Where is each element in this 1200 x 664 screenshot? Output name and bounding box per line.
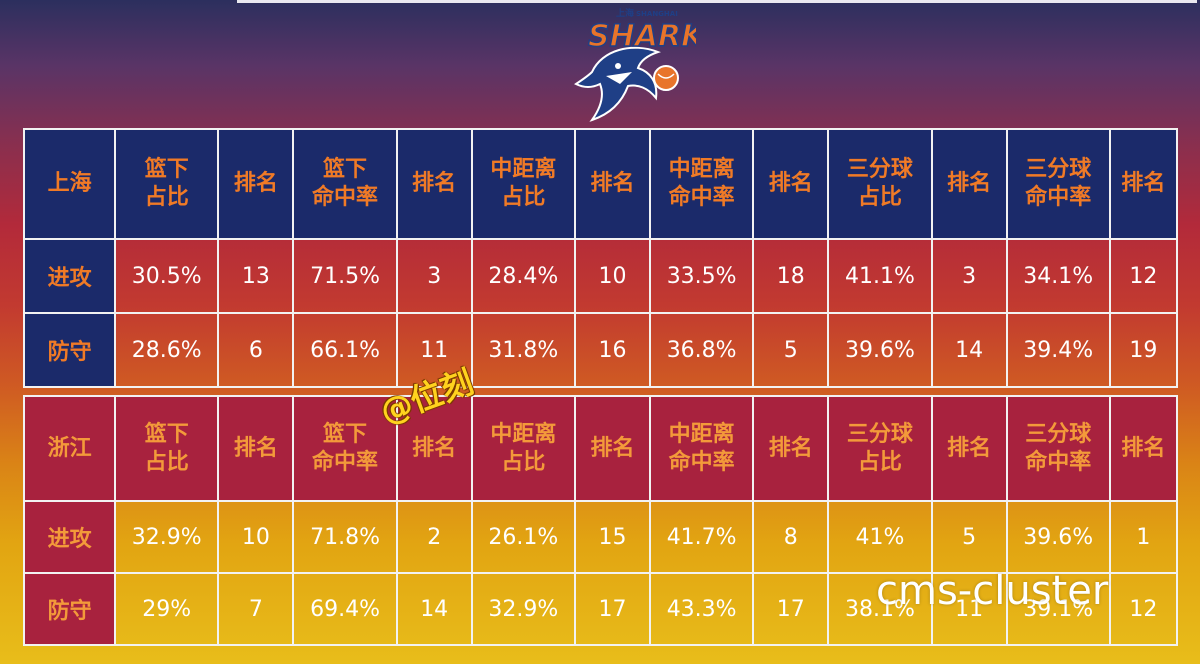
stat-cell: 39.1% [1005, 572, 1111, 646]
row-label: 防守 [22, 312, 117, 388]
svg-text:SHANGHAI: SHANGHAI [636, 10, 678, 18]
stat-cell: 3 [930, 238, 1008, 314]
stat-cell: 8 [752, 500, 830, 574]
stat-cell: 32.9% [114, 500, 220, 574]
column-header: 三分球 占比 [827, 128, 933, 240]
column-header: 中距离 命中率 [649, 128, 755, 240]
stat-cell: 6 [217, 312, 295, 388]
stat-cell: 29% [114, 572, 220, 646]
svg-text:上海: 上海 [616, 7, 634, 19]
stat-cell: 19 [1108, 312, 1179, 388]
zhejiang-stats-table: 浙江 篮下 占比 排名 篮下 命中率 排名 中距离 占比 排名 中距离 命中率 排名 三… [22, 395, 1179, 646]
column-header: 篮下 命中率 [292, 128, 398, 240]
column-header: 中距离 占比 [470, 128, 576, 240]
stat-cell: 10 [217, 500, 295, 574]
column-header: 中距离 占比 [470, 395, 576, 502]
stat-cell: 38.1% [827, 572, 933, 646]
row-label: 进攻 [22, 238, 117, 314]
row-label: 进攻 [22, 500, 117, 574]
column-header: 排名 [573, 395, 652, 502]
stat-cell: 71.5% [292, 238, 398, 314]
table-row: 防守 28.6% 6 66.1% 11 31.8% 16 36.8% 5 39.… [22, 312, 1179, 388]
stat-cell: 7 [217, 572, 295, 646]
column-header: 篮下 占比 [114, 395, 220, 502]
stat-cell: 3 [395, 238, 473, 314]
stat-cell: 33.5% [649, 238, 755, 314]
column-header: 排名 [752, 128, 830, 240]
table-row: 防守 29% 7 69.4% 14 32.9% 17 43.3% 17 38.1… [22, 572, 1179, 646]
column-header: 篮下 命中率 [292, 395, 398, 502]
shark-icon [574, 46, 679, 122]
stat-cell: 12 [1108, 572, 1179, 646]
stat-cell: 34.1% [1005, 238, 1111, 314]
stat-cell: 12 [1108, 238, 1179, 314]
stat-cell: 30.5% [114, 238, 220, 314]
column-header: 排名 [573, 128, 652, 240]
stat-cell: 41.1% [827, 238, 933, 314]
stat-cell: 5 [752, 312, 830, 388]
column-header: 篮下 占比 [114, 128, 220, 240]
table-row: 进攻 30.5% 13 71.5% 3 28.4% 10 33.5% 18 41… [22, 238, 1179, 314]
stat-cell: 36.8% [649, 312, 755, 388]
stat-cell: 2 [395, 500, 473, 574]
top-border-line [237, 0, 1197, 3]
stat-cell: 41.7% [649, 500, 755, 574]
column-header: 排名 [217, 128, 295, 240]
table-row: 进攻 32.9% 10 71.8% 2 26.1% 15 41.7% 8 41%… [22, 500, 1179, 574]
stat-cell: 32.9% [470, 572, 576, 646]
column-header: 三分球 命中率 [1005, 395, 1111, 502]
column-header: 排名 [752, 395, 830, 502]
column-header: 排名 [930, 128, 1008, 240]
stat-cell: 10 [573, 238, 652, 314]
stat-cell: 28.6% [114, 312, 220, 388]
stat-cell: 18 [752, 238, 830, 314]
team-name-cell: 上海 [22, 128, 117, 240]
stat-cell: 16 [573, 312, 652, 388]
column-header: 三分球 命中率 [1005, 128, 1111, 240]
stat-cell: 43.3% [649, 572, 755, 646]
stat-cell: 14 [395, 572, 473, 646]
column-header: 排名 [1108, 395, 1179, 502]
svg-text:SHARKS: SHARKS [588, 19, 696, 54]
stat-cell: 31.8% [470, 312, 576, 388]
stat-cell: 5 [930, 500, 1008, 574]
stat-cell: 28.4% [470, 238, 576, 314]
column-header: 排名 [1108, 128, 1179, 240]
table-header-row: 浙江 篮下 占比 排名 篮下 命中率 排名 中距离 占比 排名 中距离 命中率 排名 三… [22, 395, 1179, 502]
stat-cell: 17 [573, 572, 652, 646]
stat-cell: 17 [752, 572, 830, 646]
column-header: 排名 [930, 395, 1008, 502]
column-header: 三分球 占比 [827, 395, 933, 502]
stat-cell: 69.4% [292, 572, 398, 646]
stat-cell: 11 [395, 312, 473, 388]
stat-cell: 13 [217, 238, 295, 314]
stat-cell: 39.4% [1005, 312, 1111, 388]
column-header: 排名 [395, 395, 473, 502]
stat-cell: 71.8% [292, 500, 398, 574]
column-header: 排名 [395, 128, 473, 240]
stat-cell: 39.6% [1005, 500, 1111, 574]
stat-cell: 11 [930, 572, 1008, 646]
shanghai-stats-table: 上海 篮下 占比 排名 篮下 命中率 排名 中距离 占比 排名 中距离 命中率 排名 三… [22, 128, 1179, 388]
stat-cell: 15 [573, 500, 652, 574]
stat-cell: 39.6% [827, 312, 933, 388]
table-header-row: 上海 篮下 占比 排名 篮下 命中率 排名 中距离 占比 排名 中距离 命中率 排名 三… [22, 128, 1179, 240]
stat-cell: 66.1% [292, 312, 398, 388]
column-header: 排名 [217, 395, 295, 502]
team-name-cell: 浙江 [22, 395, 117, 502]
stat-cell: 14 [930, 312, 1008, 388]
stat-cell: 1 [1108, 500, 1179, 574]
stat-cell: 26.1% [470, 500, 576, 574]
row-label: 防守 [22, 572, 117, 646]
stat-cell: 41% [827, 500, 933, 574]
overlay-caption: cms-cluster [876, 568, 1109, 614]
column-header: 中距离 命中率 [649, 395, 755, 502]
shanghai-sharks-logo: SHARKS 上海 SHANGHAI [574, 7, 696, 122]
